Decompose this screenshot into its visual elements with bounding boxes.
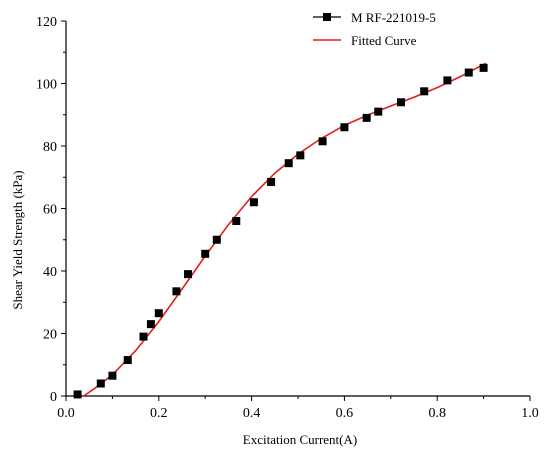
x-tick-label: 0.6 (336, 406, 354, 421)
data-point (296, 151, 305, 160)
data-point (318, 137, 327, 146)
fitted-curve-line (83, 62, 487, 397)
data-point (201, 249, 210, 258)
y-axis-title: Shear Yield Strength (kPa) (10, 170, 25, 309)
data-point (249, 198, 258, 207)
data-point (108, 371, 117, 380)
data-point (146, 320, 155, 329)
data-point (362, 113, 371, 122)
y-tick-label: 60 (43, 203, 57, 218)
y-tick-label: 100 (36, 78, 57, 93)
legend-fit-label: Fitted Curve (351, 33, 417, 48)
x-tick-label: 0.0 (57, 406, 75, 421)
data-point (139, 332, 148, 341)
data-point (284, 159, 293, 168)
data-point (184, 270, 193, 279)
data-point (123, 356, 132, 365)
data-point (479, 63, 488, 72)
data-point (464, 68, 473, 77)
data-point (232, 217, 241, 225)
y-tick-label: 120 (36, 15, 57, 30)
data-point (340, 123, 349, 132)
legend: M RF-221019-5 Fitted Curve (313, 10, 436, 48)
y-tick-label: 80 (43, 140, 57, 155)
data-point (73, 390, 82, 399)
x-tick-label: 0.2 (150, 406, 168, 421)
data-points-layer (73, 63, 488, 399)
data-point (420, 87, 429, 96)
data-point (443, 76, 452, 85)
y-tick-label: 20 (43, 328, 57, 343)
data-point (96, 379, 105, 388)
legend-scatter-marker (323, 13, 331, 21)
data-point (397, 98, 406, 107)
y-tick-label: 0 (50, 390, 57, 405)
data-point (374, 107, 383, 116)
data-point (154, 309, 163, 318)
y-tick-label: 40 (43, 265, 57, 280)
axis-ticks: 0.0 0.2 0.4 0.6 0.8 1.0 0 20 40 60 80 100 120 (36, 15, 539, 421)
legend-scatter-label: M RF-221019-5 (351, 10, 436, 25)
x-axis-title: Excitation Current(A) (243, 432, 357, 447)
x-tick-label: 0.4 (243, 406, 261, 421)
data-point (267, 177, 276, 186)
fitted-curve-layer (83, 62, 487, 397)
data-point (172, 287, 181, 296)
x-tick-label: 1.0 (521, 406, 539, 421)
data-point (212, 235, 221, 244)
x-tick-label: 0.8 (428, 406, 446, 421)
